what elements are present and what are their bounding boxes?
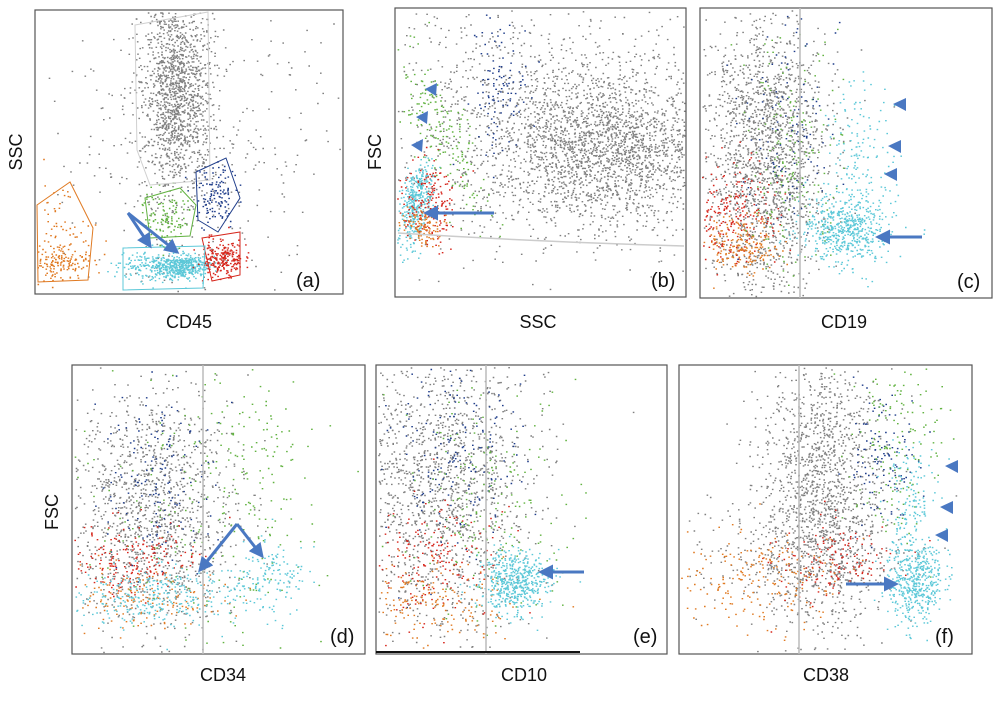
arrow-icon: [198, 523, 239, 573]
population-grey-points: [726, 367, 921, 653]
population-cyan-points: [877, 439, 950, 588]
panel-f-frame: [678, 364, 973, 655]
panel-label: (d): [330, 626, 354, 648]
x-axis-label: CD19: [821, 312, 867, 332]
gate-green: [144, 187, 197, 239]
population-grey-points: [74, 367, 291, 654]
population-navy-points: [184, 161, 242, 231]
gate-orange: [36, 181, 94, 283]
population-grey-points: [398, 14, 609, 281]
panel-e-frame: [375, 364, 668, 655]
population-red-points: [702, 141, 792, 276]
arrow-icon: [235, 523, 264, 559]
population-orange-points: [43, 158, 97, 263]
population-grey-points: [702, 10, 834, 201]
panel-c: (c) CD19: [699, 7, 993, 332]
panel-c-frame: [699, 7, 993, 299]
panel-label: (c): [957, 271, 980, 293]
y-axis-label: FSC: [42, 494, 62, 530]
panel-b: (b) SSC FSC: [365, 7, 687, 332]
y-axis-label: SSC: [6, 133, 26, 170]
population-cyan-points: [778, 183, 926, 283]
panel-a: (a) CD45 SSC: [6, 9, 344, 332]
panel-d-points: [74, 367, 359, 654]
arrowhead-icon: [884, 168, 897, 181]
population-cyan-points: [804, 71, 902, 288]
panel-e: (e) CD10: [375, 364, 668, 685]
panel-f-points: [681, 367, 958, 653]
arrowhead-icon: [940, 501, 953, 514]
population-green-points: [833, 368, 955, 578]
population-red-points: [192, 226, 250, 282]
population-orange-points: [703, 212, 788, 289]
gate-navy: [195, 157, 241, 233]
population-grey-points: [108, 12, 235, 257]
population-green-points: [141, 182, 191, 256]
y-axis-label: FSC: [365, 134, 385, 170]
population-red-points: [762, 500, 931, 633]
population-cyan-points: [75, 550, 301, 651]
panel-label: (a): [296, 270, 320, 292]
population-grey-points: [48, 18, 340, 293]
panel-c-points: [702, 10, 926, 298]
population-cyan-points: [230, 518, 315, 630]
population-navy-points: [381, 368, 537, 609]
panel-d: (d) CD34 FSC: [42, 364, 366, 685]
panel-label: (e): [633, 626, 657, 648]
arrowhead-icon: [945, 460, 958, 473]
arrowhead-icon: [888, 140, 901, 153]
population-grey-points: [378, 367, 635, 648]
population-green-points: [729, 28, 845, 286]
population-orange-points: [398, 206, 448, 248]
panel-f: (f) CD38: [678, 364, 973, 685]
population-cyan-points: [145, 248, 228, 289]
arrowhead-icon: [935, 529, 948, 542]
population-cyan-points: [107, 244, 198, 285]
arrowhead-icon: [416, 111, 428, 124]
population-orange-points: [37, 235, 107, 289]
panel-label: (b): [651, 270, 675, 292]
population-red-points: [74, 509, 231, 604]
panel-b-points: [397, 10, 686, 291]
arrowhead-icon: [425, 83, 437, 96]
x-axis-label: CD45: [166, 312, 212, 332]
gate-red: [201, 231, 241, 282]
panel-a-points: [37, 12, 341, 293]
population-grey-points: [397, 10, 686, 291]
arrowhead-icon: [893, 98, 906, 111]
x-axis-label: CD34: [200, 665, 246, 685]
arrowhead-icon: [411, 139, 423, 152]
x-axis-label: CD10: [501, 665, 547, 685]
panel-b-frame: [394, 7, 687, 298]
panel-a-frame: [34, 9, 344, 295]
population-cyan-points: [459, 535, 582, 631]
baseline-curve: [397, 232, 685, 247]
arrow-icon: [126, 212, 152, 249]
x-axis-label: SSC: [519, 312, 556, 332]
gate-grey: [134, 11, 211, 186]
panel-label: (f): [935, 626, 954, 648]
population-green-points: [74, 370, 359, 649]
population-cyan-points: [873, 511, 953, 642]
population-cyan-points: [397, 148, 441, 263]
x-axis-label: CD38: [803, 665, 849, 685]
arrow-icon: [127, 211, 180, 254]
panel-d-frame: [71, 364, 366, 655]
panel-e-points: [378, 367, 635, 649]
